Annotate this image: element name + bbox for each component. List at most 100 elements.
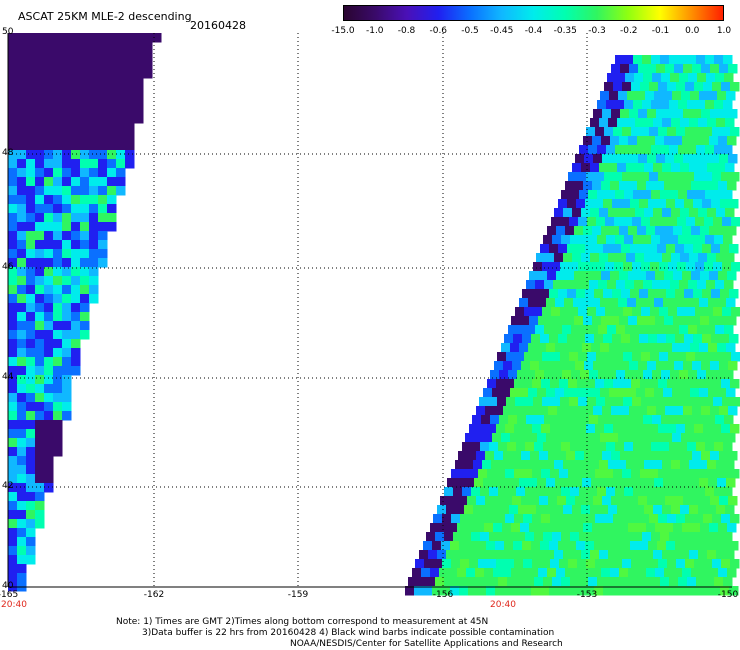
- swath-cell-east: [459, 541, 469, 551]
- swath-cell-east: [530, 451, 540, 461]
- swath-cell-east: [625, 370, 635, 380]
- swath-cell-west: [107, 114, 117, 124]
- swath-cell-east: [644, 208, 654, 218]
- swath-cell-east: [509, 460, 519, 470]
- swath-cell-east: [714, 532, 724, 542]
- swath-cell-east: [621, 289, 631, 299]
- swath-cell-east: [701, 406, 711, 416]
- swath-cell-west: [26, 384, 36, 394]
- swath-cell-east: [722, 397, 732, 407]
- swath-cell-east: [574, 568, 584, 578]
- swath-cell-east: [498, 487, 508, 497]
- swath-cell-east: [589, 415, 599, 425]
- swath-cell-east: [727, 523, 737, 533]
- swath-cell-west: [98, 168, 108, 178]
- swath-cell-east: [647, 451, 657, 461]
- swath-cell-west: [26, 105, 36, 115]
- swath-cell-east: [517, 415, 527, 425]
- swath-cell-west: [71, 60, 81, 70]
- swath-cell-east: [644, 163, 654, 173]
- swath-cell-west: [53, 267, 63, 277]
- swath-cell-east: [496, 469, 506, 479]
- swath-cell-east: [439, 523, 449, 533]
- swath-cell-west: [71, 231, 81, 241]
- swath-cell-east: [574, 316, 584, 326]
- swath-cell-east: [730, 424, 740, 434]
- swath-cell-east: [562, 280, 572, 290]
- swath-cell-east: [613, 559, 623, 569]
- swath-cell-east: [677, 262, 687, 272]
- swath-cell-east: [614, 217, 624, 227]
- swath-cell-east: [714, 442, 724, 452]
- swath-cell-east: [694, 127, 704, 137]
- swath-cell-east: [726, 433, 736, 443]
- swath-cell-east: [662, 118, 672, 128]
- swath-cell-east: [629, 451, 639, 461]
- swath-cell-east: [572, 505, 582, 515]
- swath-cell-west: [53, 402, 63, 412]
- swath-cell-west: [53, 276, 63, 286]
- swath-cell-east: [528, 298, 538, 308]
- swath-cell-east: [639, 244, 649, 254]
- swath-cell-east: [640, 424, 650, 434]
- colorbar-label: -0.6: [429, 26, 448, 36]
- swath-cell-east: [561, 487, 571, 497]
- swath-cell-east: [682, 271, 692, 281]
- swath-cell-east: [469, 469, 479, 479]
- swath-cell-west: [53, 141, 63, 151]
- swath-cell-west: [107, 33, 117, 43]
- swath-cell-east: [681, 478, 691, 488]
- swath-cell-east: [541, 559, 551, 569]
- swath-cell-east: [482, 460, 492, 470]
- swath-cell-west: [107, 195, 117, 205]
- swath-cell-east: [706, 415, 716, 425]
- swath-cell-east: [716, 550, 726, 560]
- swath-cell-west: [71, 114, 81, 124]
- swath-cell-west: [8, 69, 18, 79]
- swath-cell-east: [727, 568, 737, 578]
- swath-cell-west: [53, 105, 63, 115]
- swath-cell-east: [679, 325, 689, 335]
- swath-cell-east: [640, 127, 650, 137]
- swath-cell-east: [597, 487, 607, 497]
- swath-cell-west: [35, 420, 45, 430]
- swath-cell-east: [459, 586, 469, 596]
- swath-cell-east: [716, 253, 726, 263]
- swath-cell-east: [648, 199, 658, 209]
- swath-cell-east: [595, 172, 605, 182]
- swath-cell-east: [656, 361, 666, 371]
- swath-cell-east: [525, 577, 535, 587]
- swath-cell-east: [710, 406, 720, 416]
- swath-cell-east: [567, 244, 577, 254]
- swath-cell-east: [665, 406, 675, 416]
- swath-cell-east: [654, 478, 664, 488]
- swath-cell-east: [718, 226, 728, 236]
- swath-cell-east: [723, 55, 733, 65]
- swath-cell-east: [716, 163, 726, 173]
- swath-cell-east: [533, 262, 543, 272]
- swath-cell-west: [98, 195, 108, 205]
- swath-cell-west: [53, 429, 63, 439]
- swath-cell-east: [676, 172, 686, 182]
- swath-cell-east: [576, 334, 586, 344]
- swath-cell-west: [35, 132, 45, 142]
- swath-cell-east: [610, 523, 620, 533]
- swath-cell-east: [508, 415, 518, 425]
- swath-cell-east: [702, 334, 712, 344]
- swath-cell-east: [503, 451, 513, 461]
- swath-cell-east: [495, 541, 505, 551]
- swath-cell-east: [617, 550, 627, 560]
- swath-cell-west: [80, 195, 90, 205]
- swath-cell-east: [588, 577, 598, 587]
- lon-label: -153: [576, 590, 598, 600]
- swath-cell-east: [460, 469, 470, 479]
- swath-cell-west: [80, 294, 90, 304]
- swath-cell-east: [562, 415, 572, 425]
- swath-cell-west: [44, 456, 54, 466]
- swath-cell-east: [680, 550, 690, 560]
- colorbar-label: -0.45: [490, 26, 514, 36]
- swath-cell-east: [609, 343, 619, 353]
- swath-cell-east: [553, 370, 563, 380]
- swath-cell-east: [615, 100, 625, 110]
- swath-cell-east: [534, 487, 544, 497]
